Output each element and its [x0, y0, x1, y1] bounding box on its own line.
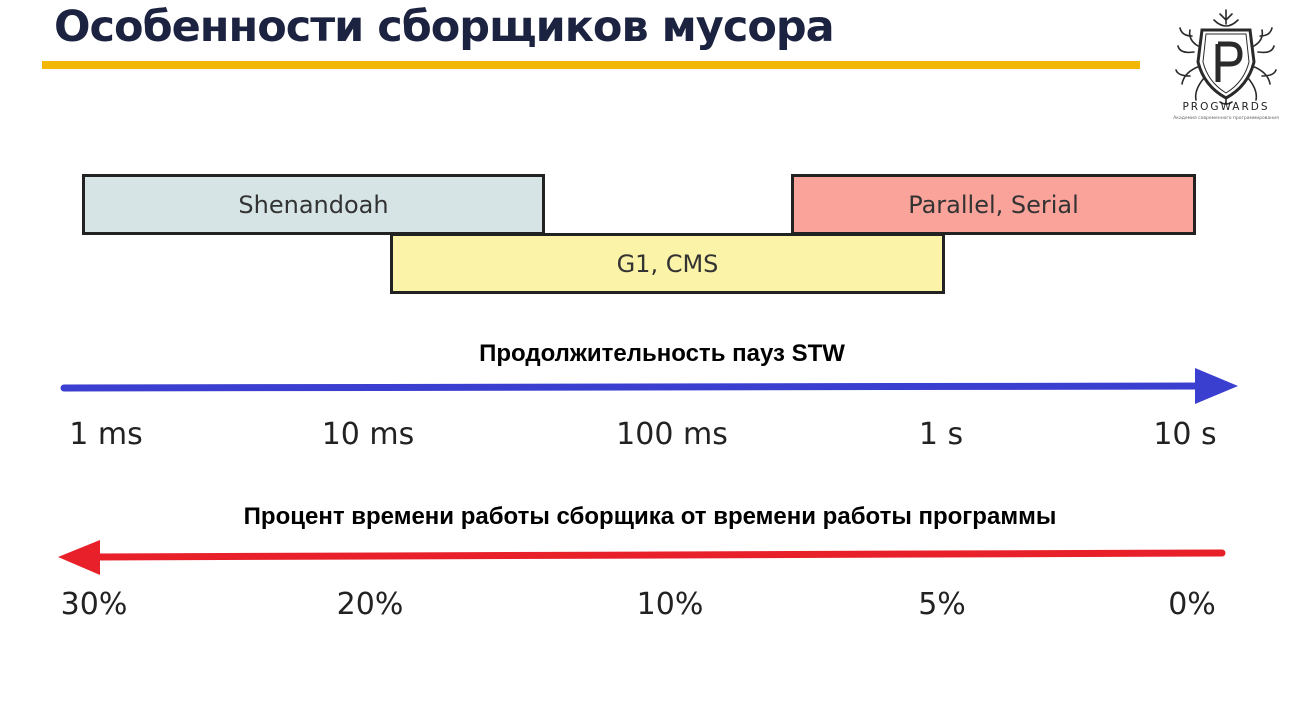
collector-label: Parallel, Serial	[908, 190, 1079, 219]
overhead-axis-title: Процент времени работы сборщика от време…	[243, 503, 1057, 530]
overhead-tick: 5%	[918, 587, 966, 622]
collector-bar-parallel-serial: Parallel, Serial	[791, 174, 1196, 235]
overhead-tick: 10%	[636, 587, 704, 622]
collector-bar-shenandoah: Shenandoah	[82, 174, 545, 235]
logo-tagline: Академия современного программирования	[1173, 116, 1279, 121]
overhead-axis-arrow	[58, 540, 1226, 575]
collector-label: Shenandoah	[238, 190, 389, 219]
logo-name: PROGWARDS	[1182, 101, 1270, 113]
page-title: Особенности сборщиков мусора	[54, 2, 835, 52]
pause-tick: 10 s	[1153, 417, 1217, 452]
pause-axis-arrow	[60, 368, 1238, 404]
overhead-tick: 30%	[60, 587, 128, 622]
pause-tick: 1 s	[918, 417, 964, 452]
pause-tick: 1 ms	[69, 417, 143, 452]
pause-axis-title: Продолжительность пауз STW	[479, 340, 845, 367]
collector-label: G1, CMS	[616, 249, 719, 278]
pause-tick: 100 ms	[616, 417, 728, 452]
progwards-shield-tree-icon	[1175, 9, 1277, 105]
overhead-tick: 20%	[336, 587, 404, 622]
pause-tick: 10 ms	[321, 417, 415, 452]
title-underline	[42, 61, 1140, 69]
collector-bar-g1-cms: G1, CMS	[390, 233, 945, 294]
overhead-tick: 0%	[1168, 587, 1216, 622]
